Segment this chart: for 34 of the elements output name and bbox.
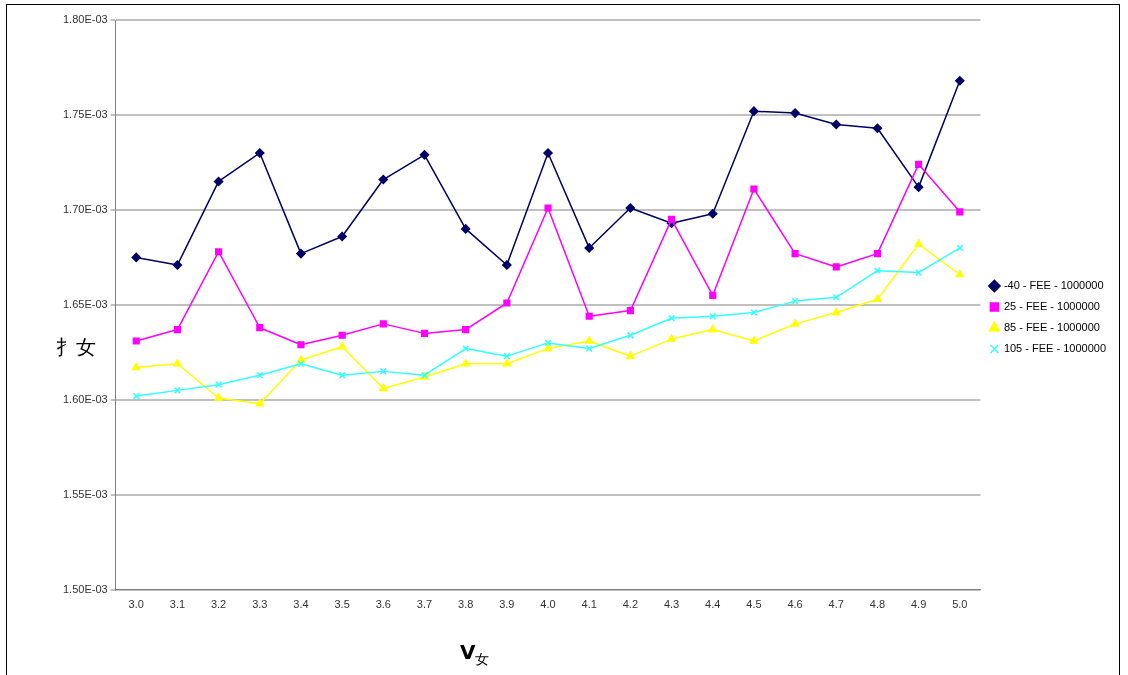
x-tick-label: 4.4 (705, 598, 721, 611)
y-tick-label: 1.50E-03 (62, 582, 108, 595)
y-axis-title: 扌女 (56, 334, 96, 361)
x-tick-label: 4.8 (869, 598, 886, 611)
x-tick-label: 3.0 (128, 598, 144, 611)
legend-label: 85 - FEE - 1000000 (1003, 321, 1100, 334)
y-tick-label: 1.65E-03 (62, 297, 108, 310)
x-tick-label: 4.0 (540, 598, 556, 611)
x-tick-label: 3.5 (334, 598, 350, 611)
legend-label: 105 - FEE - 1000000 (1003, 342, 1106, 355)
legend-label: -40 - FEE - 1000000 (1003, 279, 1104, 292)
x-tick-label: 4.5 (746, 598, 762, 611)
x-tick-label: 3.3 (252, 598, 268, 611)
y-tick-label: 1.80E-03 (62, 13, 108, 26)
x-tick-label: 3.2 (210, 598, 227, 611)
x-tick-label: 4.7 (828, 598, 844, 611)
x-tick-label: 4.3 (663, 598, 680, 611)
x-tick-label: 4.6 (787, 598, 803, 611)
x-tick-label: 3.6 (375, 598, 391, 611)
x-axis-title: V$_{女}$ (460, 640, 490, 669)
x-tick-label: 3.4 (293, 598, 309, 611)
legend-label: 25 - FEE - 1000000 (1003, 300, 1100, 313)
x-tick-label: 5.0 (952, 598, 968, 611)
y-tick-label: 1.55E-03 (62, 487, 108, 500)
x-tick-label: 3.7 (416, 598, 433, 611)
y-tick-label: 1.60E-03 (62, 392, 108, 405)
x-tick-label: 3.9 (499, 598, 515, 611)
x-tick-label: 3.8 (458, 598, 474, 611)
y-tick-label: 1.70E-03 (62, 202, 108, 215)
x-tick-label: 3.1 (169, 598, 186, 611)
y-tick-label: 1.75E-03 (62, 108, 108, 120)
x-tick-label: 4.2 (622, 598, 639, 611)
x-tick-label: 4.9 (910, 598, 927, 611)
x-tick-label: 4.1 (581, 598, 597, 611)
